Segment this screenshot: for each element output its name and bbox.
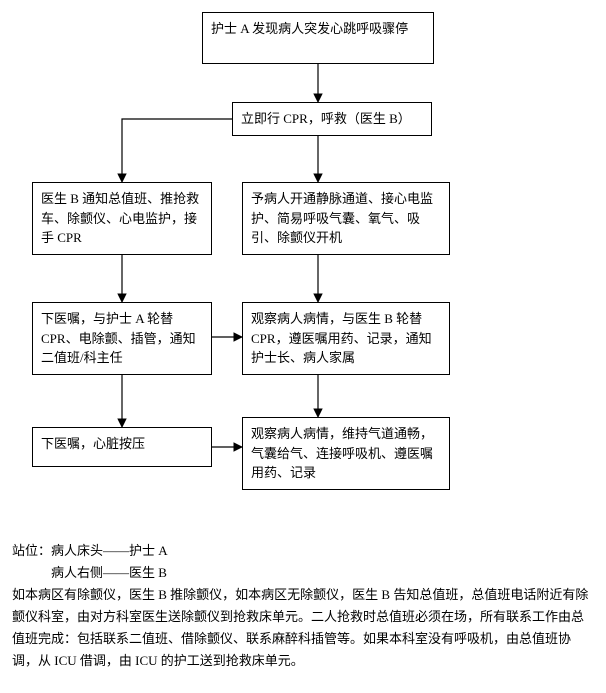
station-line-b: 病人右侧——医生 B — [12, 562, 594, 584]
station-b-text: 病人右侧——医生 B — [51, 565, 167, 580]
flow-node-n6: 观察病人病情，与医生 B 轮替 CPR，遵医嘱用药、记录，通知护士长、病人家属 — [242, 302, 450, 375]
flow-node-n8: 观察病人病情，维持气道通畅，气囊给气、连接呼吸机、遵医嘱用药、记录 — [242, 417, 450, 490]
flow-node-n2: 立即行 CPR，呼救（医生 B） — [232, 102, 432, 136]
footer-paragraph: 如本病区有除颤仪，医生 B 推除颤仪，如本病区无除颤仪，医生 B 告知总值班，总… — [12, 584, 594, 672]
station-a-text: 病人床头——护士 A — [51, 543, 168, 558]
flow-node-n5: 下医嘱，与护士 A 轮替 CPR、电除颤、插管，通知二值班/科主任 — [32, 302, 212, 375]
station-line-a: 站位：病人床头——护士 A — [12, 540, 594, 562]
station-label: 站位： — [12, 543, 51, 558]
flowchart-canvas: 护士 A 发现病人突发心跳呼吸骤停立即行 CPR，呼救（医生 B） 医生 B 通知… — [12, 12, 594, 532]
flow-node-n1: 护士 A 发现病人突发心跳呼吸骤停 — [202, 12, 434, 64]
footer-notes: 站位：病人床头——护士 A 病人右侧——医生 B 如本病区有除颤仪，医生 B 推… — [12, 540, 594, 673]
flow-node-n7: 下医嘱，心脏按压 — [32, 427, 212, 467]
flow-node-n3: 医生 B 通知总值班、推抢救车、除颤仪、心电监护，接手 CPR — [32, 182, 212, 255]
flow-edge — [122, 119, 232, 182]
flow-node-n4: 予病人开通静脉通道、接心电监护、简易呼吸气囊、氧气、吸引、除颤仪开机 — [242, 182, 450, 255]
